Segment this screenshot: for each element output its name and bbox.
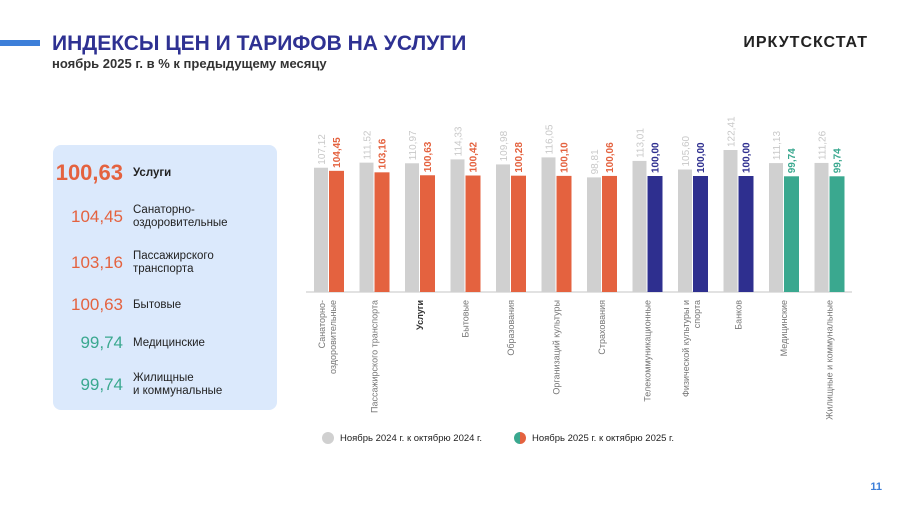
data-label-2025: 100,28 bbox=[514, 142, 525, 173]
summary-value: 104,45 bbox=[71, 207, 123, 226]
summary-item: 99,74 Жилищные и коммунальные bbox=[53, 371, 277, 399]
category-label: Образования bbox=[506, 300, 516, 356]
bar-2024 bbox=[769, 163, 783, 292]
data-label-2024: 105,60 bbox=[681, 135, 692, 166]
bar-2025 bbox=[738, 176, 754, 292]
legend-label: Ноябрь 2025 г. к октябрю 2025 г. bbox=[532, 432, 675, 444]
category-label: Санаторно-оздоровительные bbox=[317, 300, 338, 374]
bar-2025 bbox=[329, 170, 344, 292]
bar-2025 bbox=[693, 176, 708, 292]
data-label-2025: 100,10 bbox=[560, 142, 571, 173]
page-title: ИНДЕКСЫ ЦЕН И ТАРИФОВ НА УСЛУГИ bbox=[52, 32, 467, 55]
legend-dot-icon bbox=[322, 432, 334, 444]
bar-2024 bbox=[541, 157, 556, 292]
summary-label: Санаторно- оздоровительные bbox=[133, 204, 228, 229]
summary-value: 99,74 bbox=[80, 333, 123, 352]
bar-2024 bbox=[314, 167, 328, 292]
data-label-2025: 100,00 bbox=[696, 142, 707, 173]
category-label: Медицинские bbox=[779, 300, 789, 356]
data-label-2025: 100,00 bbox=[742, 142, 753, 173]
category-label: Страхования bbox=[597, 300, 607, 355]
data-label-2024: 113,01 bbox=[636, 128, 647, 158]
bar-2024 bbox=[450, 159, 465, 292]
bar-2024 bbox=[814, 162, 829, 292]
summary-label: Медицинские bbox=[133, 336, 205, 349]
summary-item: 100,63 Услуги bbox=[53, 159, 277, 187]
data-label-2024: 116,05 bbox=[545, 124, 556, 154]
legend-dot-icon bbox=[514, 432, 526, 444]
summary-item: 99,74 Медицинские bbox=[53, 329, 277, 357]
brand-logo: ИРКУТСКСТАТ bbox=[743, 34, 868, 51]
summary-value: 100,63 bbox=[71, 295, 123, 314]
legend-item-2025: Ноябрь 2025 г. к октябрю 2025 г. bbox=[514, 432, 674, 444]
data-label-2024: 110,97 bbox=[408, 130, 419, 160]
bar-2024 bbox=[678, 169, 692, 292]
category-label: Услуги bbox=[415, 300, 425, 330]
category-label: Жилищные и коммунальные bbox=[825, 300, 835, 420]
bar-2024 bbox=[632, 160, 647, 292]
page-number: 11 bbox=[870, 481, 882, 493]
category-label: Организаций культуры bbox=[552, 300, 562, 395]
bar-2024 bbox=[405, 163, 419, 292]
bar-2024 bbox=[359, 162, 374, 292]
summary-value: 99,74 bbox=[80, 375, 123, 394]
data-label-2024: 122,41 bbox=[727, 116, 738, 147]
bar-2024 bbox=[587, 177, 601, 292]
category-label: Телекоммуникационные bbox=[643, 300, 653, 402]
data-label-2024: 114,33 bbox=[454, 126, 465, 156]
summary-value: 103,16 bbox=[71, 253, 123, 272]
data-label-2025: 100,63 bbox=[423, 141, 434, 172]
bar-2025 bbox=[784, 176, 799, 292]
bar-2024 bbox=[496, 164, 510, 292]
summary-panel: 100,63 Услуги 104,45 Санаторно- оздоровител… bbox=[53, 145, 277, 410]
bar-2025 bbox=[374, 172, 390, 292]
summary-item: 103,16 Пассажирского транспорта bbox=[53, 249, 277, 277]
summary-item: 100,63 Бытовые bbox=[53, 291, 277, 319]
summary-label: Пассажирского транспорта bbox=[133, 250, 214, 275]
bar-2025 bbox=[420, 175, 435, 292]
data-label-2025: 103,16 bbox=[378, 138, 389, 169]
category-label: Бытовые bbox=[461, 300, 471, 338]
legend-label: Ноябрь 2024 г. к октябрю 2024 г. bbox=[340, 432, 483, 444]
summary-label: Услуги bbox=[133, 166, 172, 179]
data-label-2025: 99,74 bbox=[787, 148, 798, 173]
category-label: Пассажирского транспорта bbox=[370, 300, 380, 413]
data-label-2025: 99,74 bbox=[833, 148, 844, 173]
bar-2025 bbox=[829, 176, 845, 292]
bar-2025 bbox=[647, 176, 663, 292]
data-label-2025: 100,06 bbox=[605, 142, 616, 173]
legend-item-2024: Ноябрь 2024 г. к октябрю 2024 г. bbox=[322, 432, 482, 444]
summary-value: 100,63 bbox=[55, 160, 123, 185]
data-label-2024: 111,52 bbox=[363, 130, 374, 160]
data-label-2025: 100,42 bbox=[469, 141, 480, 172]
data-label-2024: 109,98 bbox=[499, 130, 510, 161]
summary-label: Жилищные и коммунальные bbox=[133, 372, 223, 397]
data-label-2024: 98,81 bbox=[590, 149, 601, 174]
data-label-2024: 111,13 bbox=[772, 131, 783, 161]
category-label: Физической культуры испорта bbox=[681, 300, 702, 397]
bar-2025 bbox=[465, 175, 481, 292]
category-label: Банков bbox=[734, 300, 744, 330]
data-label-2025: 104,45 bbox=[332, 137, 343, 168]
accent-bar bbox=[0, 40, 40, 46]
data-label-2025: 100,00 bbox=[651, 142, 662, 173]
summary-label: Бытовые bbox=[133, 298, 182, 311]
data-label-2024: 111,26 bbox=[818, 130, 829, 160]
summary-item: 104,45 Санаторно- оздоровительные bbox=[53, 203, 277, 231]
bar-2025 bbox=[511, 175, 526, 292]
bar-2025 bbox=[602, 175, 617, 292]
bar-2024 bbox=[723, 150, 738, 292]
bar-2025 bbox=[556, 175, 572, 292]
data-label-2024: 107,12 bbox=[317, 134, 328, 165]
page-subtitle: ноябрь 2025 г. в % к предыдущему месяцу bbox=[52, 56, 327, 71]
